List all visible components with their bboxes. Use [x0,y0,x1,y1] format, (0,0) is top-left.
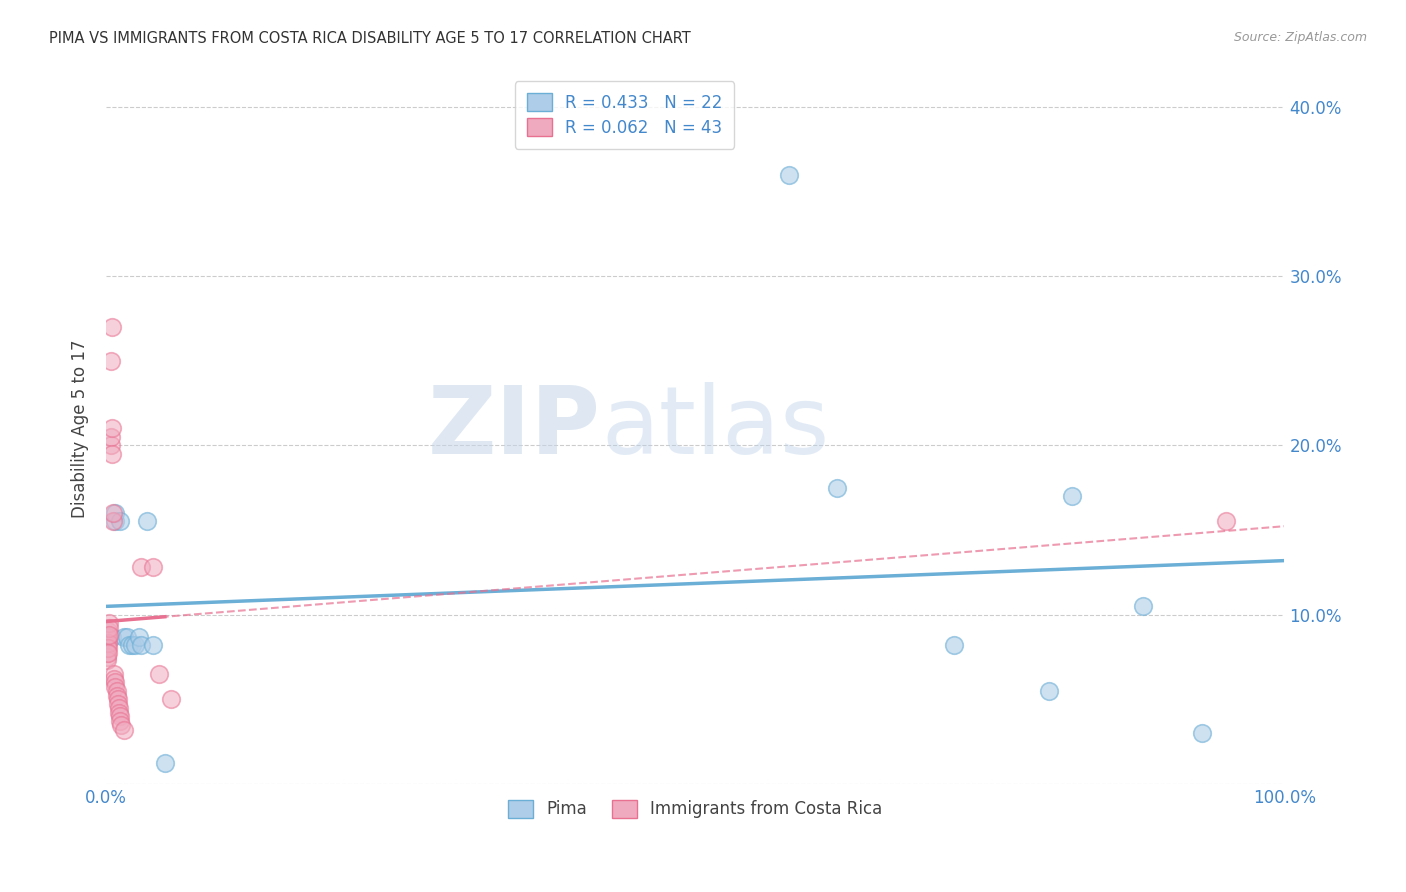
Point [100,430,122,444]
Legend: Pima, Immigrants from Costa Rica: Pima, Immigrants from Costa Rica [501,793,889,825]
Point [105,689,128,703]
Text: atlas: atlas [600,383,830,475]
Point [96,653,118,667]
Point [778,168,800,182]
Point [105,683,128,698]
Point [108,706,131,720]
Point [101,319,124,334]
Text: PIMA VS IMMIGRANTS FROM COSTA RICA DISABILITY AGE 5 TO 17 CORRELATION CHART: PIMA VS IMMIGRANTS FROM COSTA RICA DISAB… [49,31,690,46]
Point [97,647,120,661]
Point [107,697,129,711]
Point [108,709,131,723]
Point [118,638,141,652]
Point [100,353,122,368]
Y-axis label: Disability Age 5 to 17: Disability Age 5 to 17 [72,339,89,517]
Point [1062,489,1084,503]
Point [121,638,143,652]
Point [142,638,165,652]
Point [101,506,124,520]
Point [1191,726,1213,740]
Point [108,515,131,529]
Point [104,680,127,694]
Point [96,649,118,664]
Point [124,638,146,652]
Point [142,560,165,574]
Point [128,630,150,644]
Point [103,666,125,681]
Point [101,630,124,644]
Point [104,506,127,520]
Point [101,447,124,461]
Point [107,692,129,706]
Point [96,641,118,656]
Point [159,692,181,706]
Point [97,630,120,644]
Point [97,636,120,650]
Point [98,628,121,642]
Point [96,638,118,652]
Point [112,723,135,737]
Text: ZIP: ZIP [427,383,600,475]
Point [148,666,170,681]
Point [136,515,159,529]
Point [101,515,124,529]
Text: Source: ZipAtlas.com: Source: ZipAtlas.com [1233,31,1367,45]
Point [1038,683,1060,698]
Point [97,624,120,639]
Point [104,675,127,690]
Point [96,630,118,644]
Point [943,638,966,652]
Point [98,621,121,635]
Point [825,481,848,495]
Point [1132,599,1154,613]
Point [97,641,120,656]
Point [108,700,131,714]
Point [103,672,125,686]
Point [115,630,138,644]
Point [1215,515,1237,529]
Point [104,515,127,529]
Point [98,615,121,630]
Point [96,632,118,647]
Point [108,714,131,728]
Point [96,630,118,644]
Point [129,560,152,574]
Point [101,421,124,435]
Point [100,438,122,452]
Point [153,756,176,771]
Point [112,630,135,644]
Point [129,638,152,652]
Point [110,717,132,731]
Point [96,647,118,661]
